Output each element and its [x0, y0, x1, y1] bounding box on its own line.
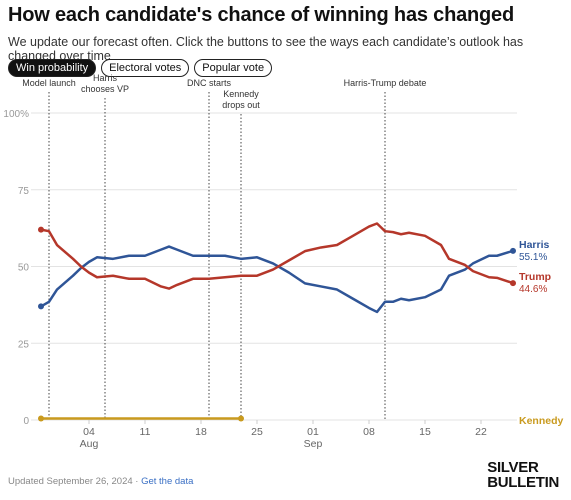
end-dot [38, 415, 44, 422]
tab-button[interactable]: Electoral votes [101, 59, 190, 77]
chart: 0 25 50 75 100% 04 11 18 25 01 08 15 22 Aug Sep Model l… [3, 73, 564, 450]
event-label: Harris [93, 73, 117, 83]
button-row: Win probability Electoral votes Popular … [8, 59, 273, 77]
x-tick-label: 08 [363, 426, 375, 438]
y-tick-label: 100% [3, 109, 29, 120]
x-tick-label: 15 [419, 426, 431, 438]
event-label: drops out [222, 100, 260, 110]
y-tick-label: 50 [18, 263, 30, 274]
event-label: Harris-Trump debate [344, 78, 427, 88]
logo-line: BULLETIN [487, 474, 559, 491]
series-label: Trump [519, 271, 551, 283]
title: How each candidate's chance of winning h… [8, 4, 514, 26]
x-tick-label: 22 [475, 426, 487, 438]
value-label: 44.6% [519, 284, 547, 295]
end-dot [38, 303, 44, 310]
x-tick-label: 04 [83, 426, 95, 438]
month-label: Sep [304, 438, 323, 450]
event-label: Kennedy [223, 89, 259, 99]
y-tick-label: 0 [23, 416, 29, 427]
logo-line: SILVER [487, 459, 539, 476]
updated-text: Updated September 26, 2024 · [8, 476, 139, 487]
end-dot [510, 247, 516, 254]
y-tick-label: 75 [18, 186, 30, 197]
series-label: Kennedy [519, 415, 564, 427]
data-link[interactable]: Get the data [141, 476, 194, 487]
value-label: 55.1% [519, 252, 547, 263]
x-tick-label: 18 [195, 426, 207, 438]
end-dot [38, 226, 44, 233]
end-dot [510, 280, 516, 287]
series-line [40, 222, 514, 290]
end-dot [238, 415, 244, 422]
event-label: Model launch [22, 78, 76, 88]
footer: Updated September 26, 2024 · Get the dat… [8, 476, 193, 487]
logo: SILVER BULLETIN [487, 460, 559, 490]
y-tick-label: 25 [18, 339, 30, 350]
series-label: Harris [519, 239, 550, 251]
month-label: Aug [80, 438, 99, 450]
tab-button[interactable]: Popular vote [194, 59, 273, 77]
tab-button[interactable]: Win probability [8, 59, 97, 77]
x-tick-label: 25 [251, 426, 263, 438]
series-line [40, 245, 514, 314]
x-tick-label: 11 [140, 426, 151, 438]
event-label: chooses VP [81, 84, 129, 94]
event-label: DNC starts [187, 78, 232, 88]
x-tick-label: 01 [307, 426, 319, 438]
